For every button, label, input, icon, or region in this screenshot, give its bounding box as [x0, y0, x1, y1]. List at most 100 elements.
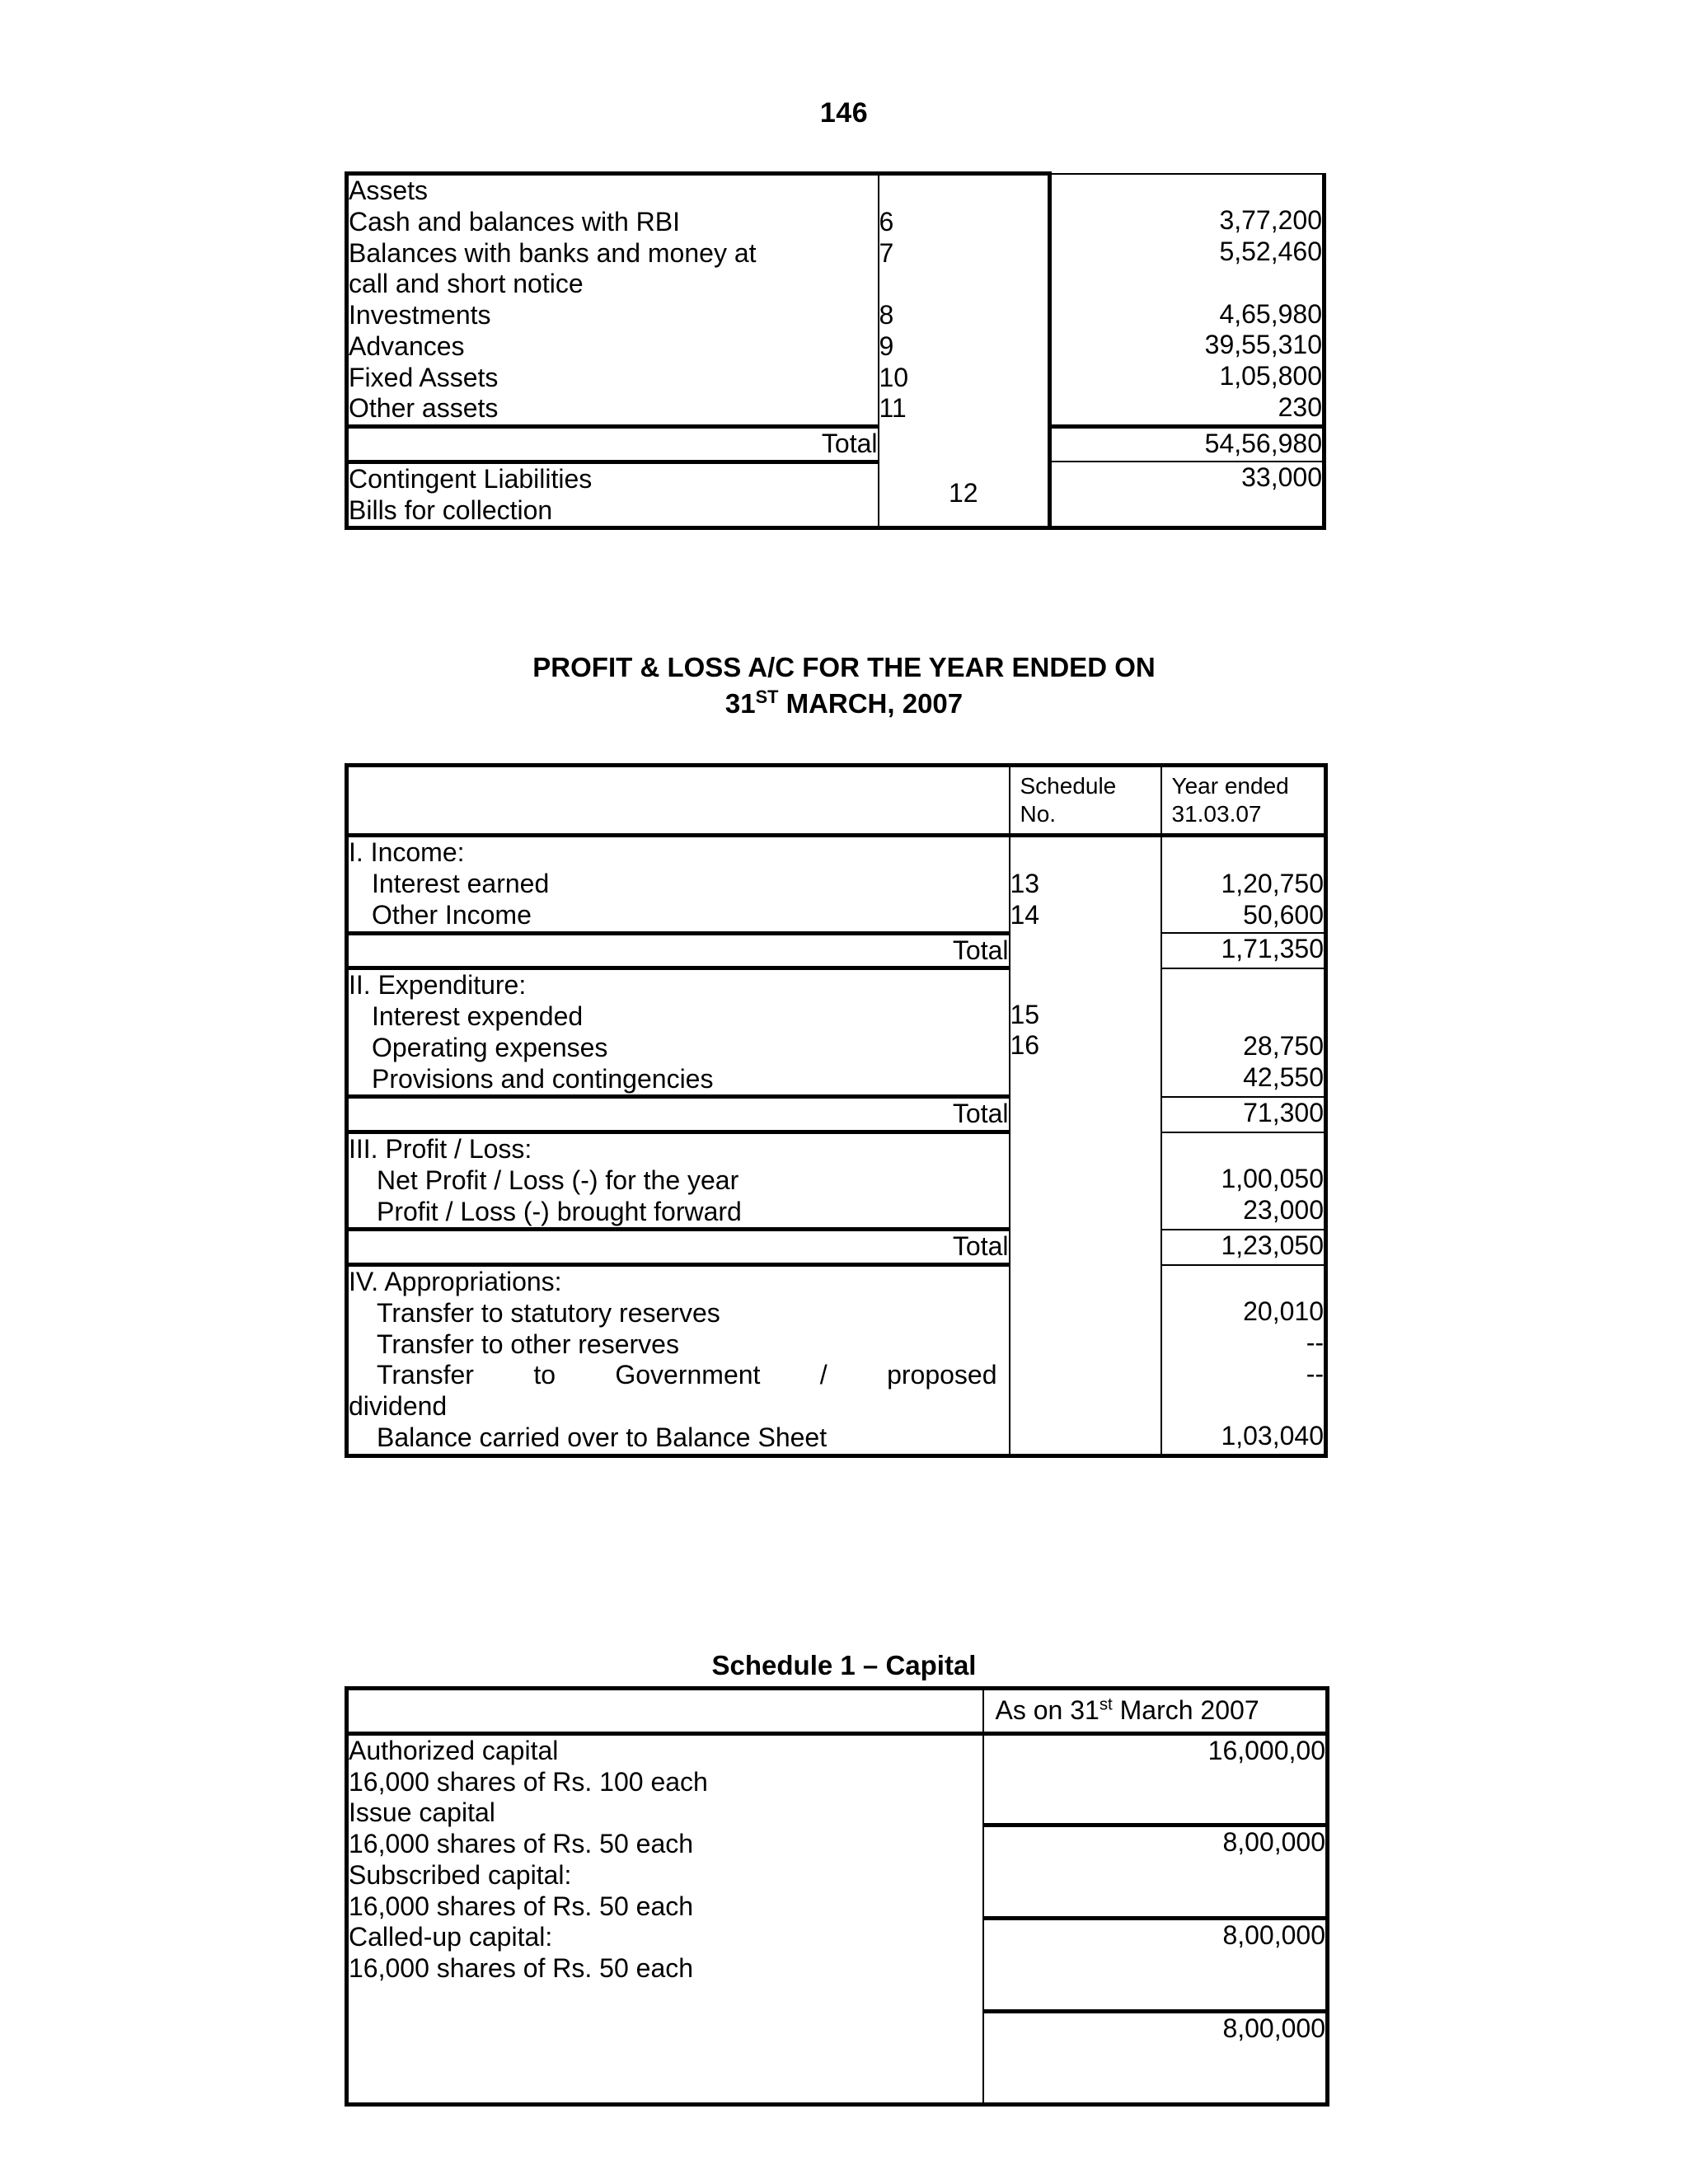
contingent-schedule: 12: [878, 462, 1052, 531]
pl-profit-block: III. Profit / Loss: Net Profit / Loss (-…: [345, 1132, 1328, 1230]
capital-body-row: 8,00,000: [347, 1825, 1329, 1920]
pl-expenditure-amount-cell: 28,750 42,550: [1160, 968, 1328, 1097]
capital-body-row: Authorized capital 16,000 shares of Rs. …: [345, 1733, 1329, 2107]
pl-appropriations-title: IV. Appropriations:: [349, 1267, 562, 1297]
assets-amount-1: 5,52,460: [1219, 237, 1322, 266]
assets-amount-5: 230: [1278, 391, 1322, 422]
pl-appropriations-block: IV. Appropriations: Transfer to statutor…: [345, 1264, 1328, 1458]
capital-body-row: 8,00,000: [347, 1918, 1329, 2013]
assets-schedule-0: 6: [879, 206, 894, 237]
assets-schedule-4: 10: [879, 362, 909, 392]
capital-label-3a: Called-up capital:: [349, 1922, 553, 1952]
pl-appropriations-label-3: Balance carried over to Balance Sheet: [377, 1422, 828, 1452]
pl-header-blank: [345, 762, 1010, 838]
pl-appropriations-label-2-wrap: dividend: [349, 1391, 448, 1422]
pl-income-block: I. Income: Interest earned Other Income …: [345, 835, 1328, 934]
assets-schedule-3: 9: [879, 330, 894, 361]
table-row: Assets Cash and balances with RBI Balanc…: [345, 171, 1326, 427]
capital-label-2a: Subscribed capital:: [349, 1859, 572, 1890]
pl-appropriations-label-1: Transfer to other reserves: [377, 1329, 679, 1359]
assets-row-label-4: Fixed Assets: [349, 362, 499, 392]
assets-row-label-5: Other assets: [349, 393, 499, 424]
assets-row-label-1: Balances with banks and money at: [349, 237, 757, 268]
page-number: 146: [819, 97, 869, 129]
capital-header-prefix: As on 31: [995, 1695, 1100, 1725]
schedule1-capital-table: As on 31st March 2007 Authorized capital…: [345, 1686, 1329, 2107]
assets-schedule-2: 8: [879, 300, 894, 330]
assets-row-label-2: Investments: [349, 300, 491, 330]
pl-profit-total-row: Total 1,23,050: [345, 1227, 1328, 1268]
pl-profit-schedule-cell: [1009, 1132, 1162, 1230]
pl-profit-total-amount: 1,23,050: [1160, 1228, 1328, 1266]
pl-expenditure-total-schedule-spacer: [1009, 1096, 1162, 1132]
assets-amount-2: 4,65,980: [1219, 298, 1322, 329]
pl-header-amount-line2: 31.03.07: [1171, 801, 1262, 827]
profit-loss-table: Schedule No. Year ended 31.03.07 I. Inco…: [345, 762, 1328, 1458]
capital-amount-1: 8,00,000: [982, 1825, 1329, 1920]
assets-total-amount: 54,56,980: [1049, 424, 1326, 463]
capital-amount-3: 8,00,000: [982, 2011, 1329, 2107]
pl-income-title: I. Income:: [349, 837, 465, 868]
pl-profit-label-1: Profit / Loss (-) brought forward: [377, 1196, 742, 1226]
pl-appropriations-description-cell: IV. Appropriations: Transfer to statutor…: [345, 1264, 1010, 1458]
pl-appropriations-amount-cell: 20,010 -- -- 1,03,040: [1160, 1264, 1328, 1458]
contingent-liabilities-row: Contingent Liabilities Bills for collect…: [345, 461, 1326, 531]
pl-profit-total-schedule-spacer: [1009, 1229, 1162, 1265]
pl-income-total-label: Total: [345, 930, 1010, 971]
contingent-line1: Contingent Liabilities: [349, 463, 593, 494]
assets-description-cell: Assets Cash and balances with RBI Balanc…: [345, 171, 879, 427]
assets-total-row: Total 54,56,980: [345, 424, 1326, 464]
heading-ordinal-suffix: ST: [755, 686, 779, 707]
pl-appropriations-amount-2: --: [1306, 1358, 1324, 1389]
pl-income-label-1: Other Income: [372, 899, 532, 930]
assets-table: Assets Cash and balances with RBI Balanc…: [345, 171, 1326, 531]
pl-expenditure-title: II. Expenditure:: [349, 970, 527, 1001]
pl-expenditure-amount-0: 28,750: [1243, 1031, 1324, 1062]
capital-amount-2: 8,00,000: [982, 1918, 1329, 2013]
capital-label-2b: 16,000 shares of Rs. 50 each: [349, 1891, 694, 1921]
capital-description-cell: Authorized capital 16,000 shares of Rs. …: [345, 1733, 984, 2107]
pl-profit-title: III. Profit / Loss:: [349, 1134, 532, 1165]
capital-amount-0: 16,000,00: [982, 1733, 1329, 1827]
pl-appropriations-amount-3: 1,03,040: [1221, 1421, 1324, 1451]
pl-expenditure-total-amount: 71,300: [1160, 1095, 1328, 1133]
assets-total-schedule-spacer: [878, 426, 1052, 462]
pl-expenditure-schedule-1: 16: [1010, 1030, 1040, 1061]
assets-schedule-cell: 6 7 8 9 10 11: [878, 171, 1052, 427]
assets-row-label-0: Cash and balances with RBI: [349, 206, 680, 237]
pl-header-schedule-line2: No.: [1020, 801, 1057, 827]
capital-header-date: As on 31st March 2007: [982, 1686, 1329, 1736]
pl-profit-amount-1: 23,000: [1243, 1195, 1324, 1226]
assets-amount-cell: 3,77,200 5,52,460 4,65,980 39,55,310 1,0…: [1049, 172, 1326, 427]
heading-month-year: MARCH, 2007: [778, 687, 964, 719]
pl-header-schedule-line1: Schedule: [1020, 773, 1117, 799]
pl-profit-label-0: Net Profit / Loss (-) for the year: [377, 1165, 739, 1195]
assets-schedule-5: 11: [879, 393, 907, 424]
pl-expenditure-total-row: Total 71,300: [345, 1094, 1328, 1135]
assets-amount-4: 1,05,800: [1219, 361, 1322, 391]
capital-label-0a: Authorized capital: [349, 1735, 559, 1765]
pl-income-label-0: Interest earned: [372, 869, 550, 899]
pl-header-amount-line1: Year ended: [1171, 773, 1289, 799]
capital-label-0b: 16,000 shares of Rs. 100 each: [349, 1766, 708, 1797]
capital-header-blank: [345, 1686, 984, 1736]
pl-income-amount-cell: 1,20,750 50,600: [1160, 835, 1328, 934]
assets-total-label: Total: [345, 424, 879, 464]
assets-row-label-3: Advances: [349, 330, 465, 361]
pl-profit-amount-cell: 1,00,050 23,000: [1160, 1132, 1328, 1230]
pl-income-schedule-1: 14: [1010, 899, 1040, 930]
pl-income-total-amount: 1,71,350: [1160, 932, 1328, 969]
capital-header-suffix: March 2007: [1112, 1695, 1259, 1725]
pl-expenditure-description-cell: II. Expenditure: Interest expended Opera…: [345, 968, 1010, 1097]
pl-income-amount-0: 1,20,750: [1221, 869, 1324, 899]
pl-appropriations-amount-0: 20,010: [1243, 1296, 1324, 1327]
pl-expenditure-schedule-0: 15: [1010, 999, 1040, 1029]
pl-profit-total-label: Total: [345, 1227, 1010, 1268]
pl-appropriations-schedule-cell: [1009, 1264, 1162, 1458]
capital-body-row: 8,00,000: [347, 2011, 1329, 2107]
heading-day: 31: [724, 687, 756, 719]
pl-income-total-schedule-spacer: [1009, 933, 1162, 968]
pl-header-schedule: Schedule No.: [1009, 762, 1162, 838]
pl-expenditure-label-0: Interest expended: [372, 1001, 584, 1032]
